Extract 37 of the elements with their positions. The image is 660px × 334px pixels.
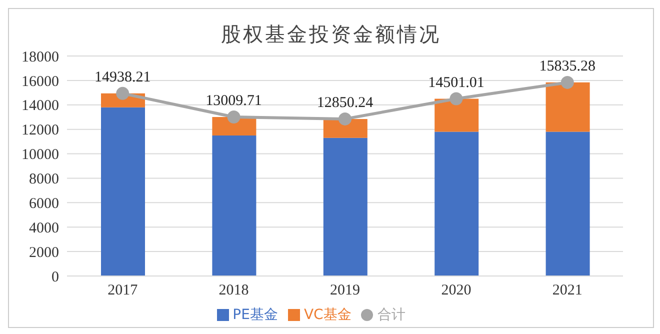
y-tick-label: 10000 (22, 147, 59, 164)
point (338, 112, 352, 126)
point (227, 110, 240, 124)
data-label: 15835.28 (539, 58, 596, 74)
y-tick-label: 0 (52, 269, 59, 286)
bar (434, 98, 479, 132)
y-tick-label: 14000 (22, 98, 59, 114)
point (450, 92, 463, 106)
data-label: 13009.71 (206, 92, 262, 109)
data-label: 14501.01 (428, 74, 484, 91)
y-tick-label: 8000 (29, 172, 59, 188)
x-tick-label: 2020 (441, 282, 472, 299)
y-tick-label: 16000 (22, 74, 59, 90)
point (116, 86, 130, 100)
legend-label: PE基金 (232, 307, 278, 323)
x-tick-label: 2019 (330, 282, 360, 299)
bar (212, 135, 256, 276)
bar (546, 82, 590, 132)
bar (323, 138, 368, 276)
y-tick-label: 12000 (22, 122, 59, 139)
bar (546, 132, 590, 276)
data-label: 14938.21 (94, 69, 151, 86)
x-tick-label: 2021 (552, 282, 582, 299)
bar (101, 107, 145, 276)
y-tick-label: 4000 (29, 220, 59, 236)
point (560, 76, 574, 89)
chart-title: 股权基金投资金额情况 (220, 23, 442, 48)
bar (323, 118, 368, 138)
data-label: 12850.24 (316, 94, 374, 111)
y-tick-label: 18000 (22, 49, 59, 66)
bar (434, 132, 479, 276)
legend-label: 合计 (377, 307, 406, 323)
y-tick-label: 2000 (29, 244, 59, 261)
y-tick-label: 6000 (29, 196, 59, 212)
x-tick-label: 2017 (108, 282, 138, 299)
legend-label: VC基金 (304, 307, 352, 323)
x-tick-label: 2018 (218, 282, 249, 299)
